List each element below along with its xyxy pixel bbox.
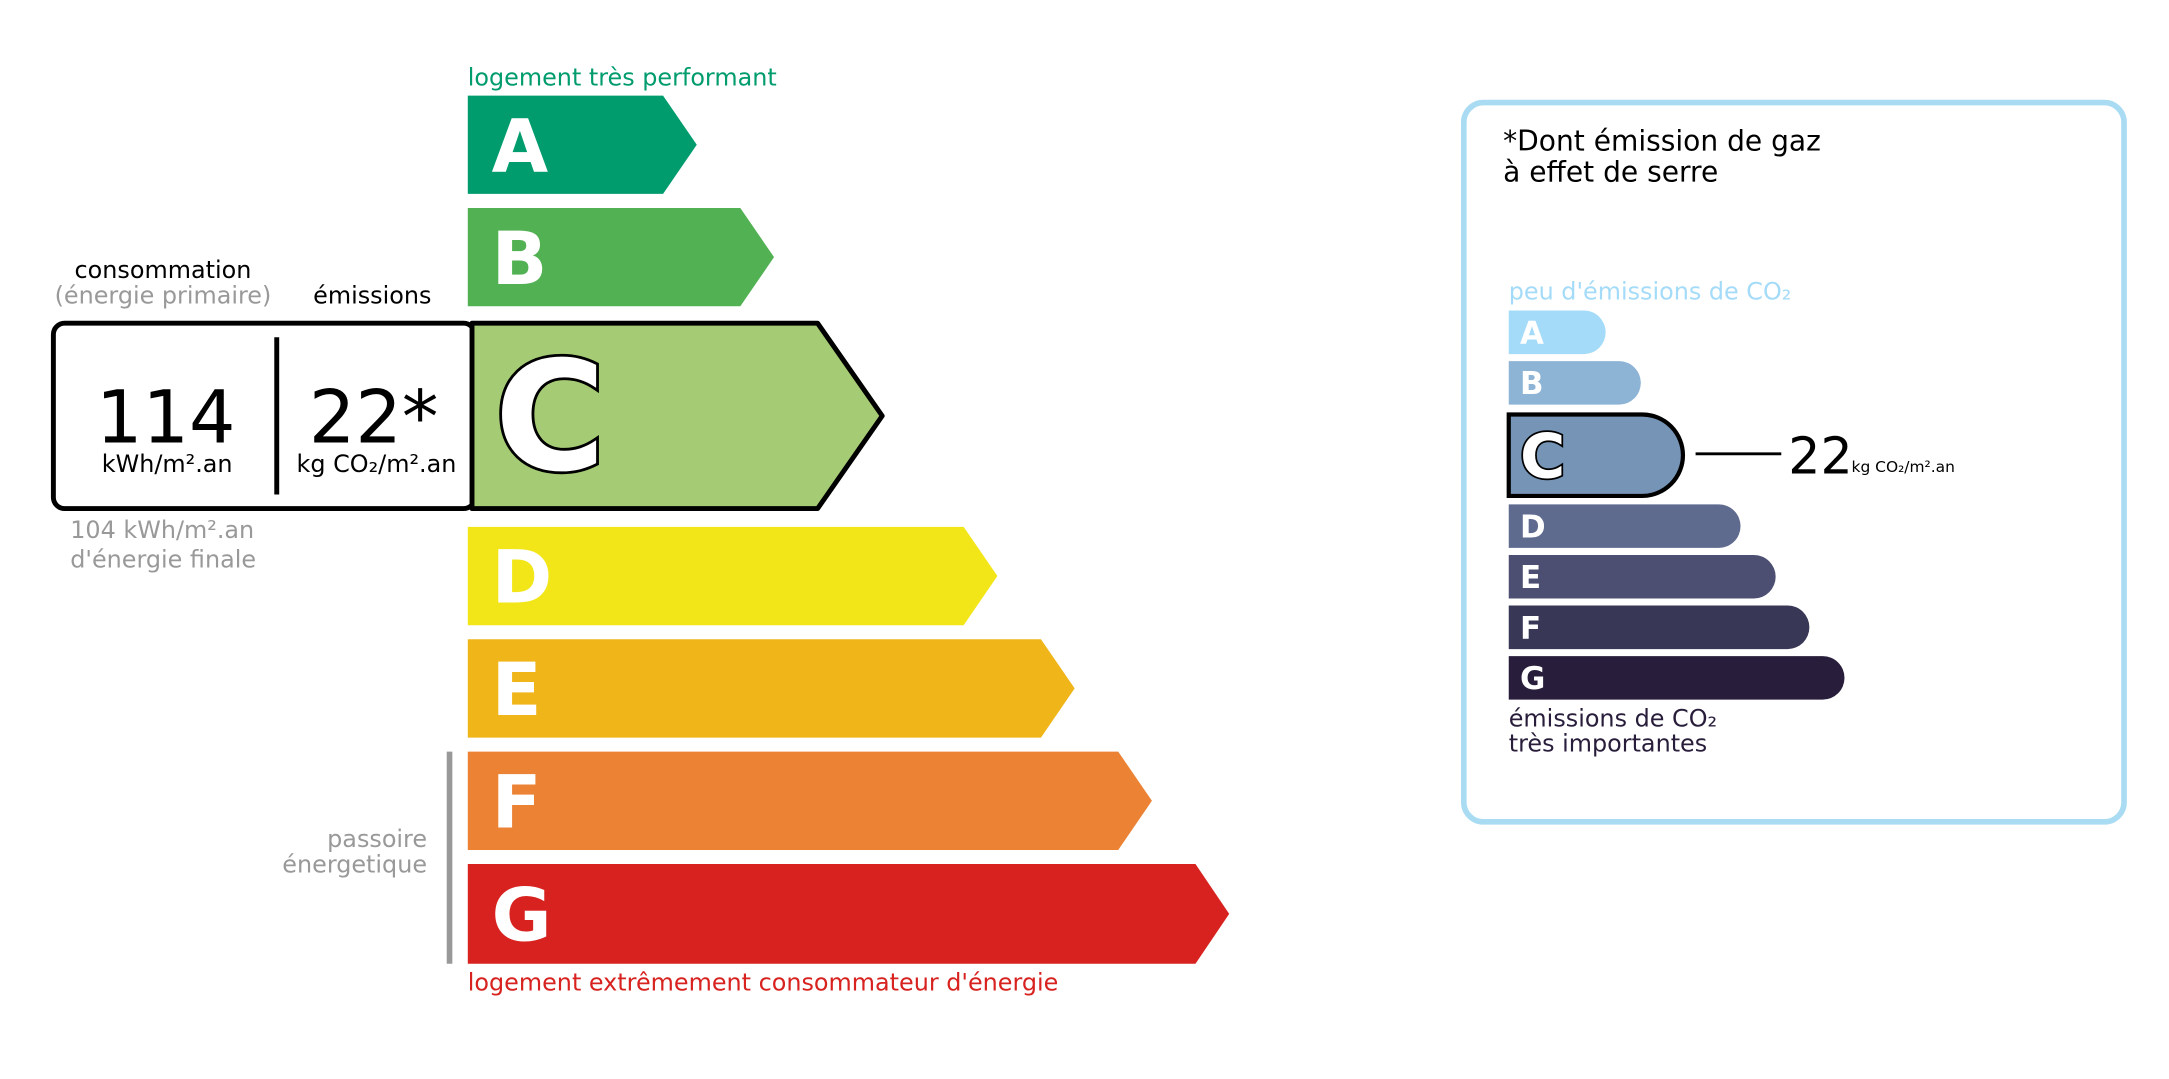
ges-unit: kg CO₂/m².an: [1852, 458, 1955, 476]
passoire-label: passoire: [327, 825, 427, 853]
ges-value: 22: [1788, 426, 1852, 485]
ges-letter: C: [1520, 421, 1565, 493]
ges-bar: [1508, 361, 1641, 405]
final-energy: d'énergie finale: [70, 546, 256, 574]
ges-title: à effet de serre: [1503, 155, 1718, 188]
ges-bar: [1508, 656, 1845, 700]
energy-arrow: [467, 751, 1152, 850]
ges-title: *Dont émission de gaz: [1503, 124, 1821, 157]
ges-letter: F: [1520, 611, 1541, 647]
ges-letter: B: [1520, 366, 1544, 402]
top-label: logement très performant: [468, 64, 777, 92]
ges-bar: [1506, 412, 1685, 499]
consumption-value: 114: [96, 376, 235, 461]
ges-letter: G: [1520, 661, 1545, 697]
energy-arrow: [467, 864, 1230, 964]
energy-letter: G: [492, 874, 552, 959]
passoire-label: énergetique: [282, 850, 427, 878]
energy-arrow: [467, 639, 1075, 738]
ges-letter: E: [1520, 560, 1541, 596]
emissions-value: 22*: [309, 376, 438, 461]
energy-letter: D: [492, 536, 553, 621]
energy-arrow: [467, 207, 775, 307]
energy-arrow: [469, 320, 885, 512]
emissions-unit: kg CO₂/m².an: [297, 450, 457, 478]
energy-arrow: [467, 526, 998, 626]
consumption-label: consommation: [75, 256, 252, 284]
energy-letter: A: [492, 104, 549, 189]
emissions-label: émissions: [313, 281, 431, 309]
energy-letter: B: [492, 217, 548, 302]
energy-letter: F: [492, 760, 542, 845]
energy-arrow: [467, 95, 697, 194]
ges-letter: D: [1520, 509, 1546, 545]
ges-bottom-label: très importantes: [1509, 730, 1707, 758]
ges-bar: [1508, 504, 1741, 548]
final-energy: 104 kWh/m².an: [70, 516, 254, 544]
ges-top-label: peu d'émissions de CO₂: [1509, 277, 1792, 305]
ges-bar: [1508, 554, 1776, 599]
energy-letter: C: [494, 328, 605, 505]
ges-letter: A: [1520, 316, 1544, 352]
consumption-unit: kWh/m².an: [102, 450, 233, 478]
energy-letter: E: [492, 648, 542, 733]
ges-bar: [1508, 310, 1606, 355]
consumption-sub: (énergie primaire): [55, 281, 272, 309]
bottom-label: logement extrêmement consommateur d'éner…: [468, 968, 1059, 996]
ges-bottom-label: émissions de CO₂: [1509, 704, 1717, 732]
ges-bar: [1508, 605, 1810, 650]
